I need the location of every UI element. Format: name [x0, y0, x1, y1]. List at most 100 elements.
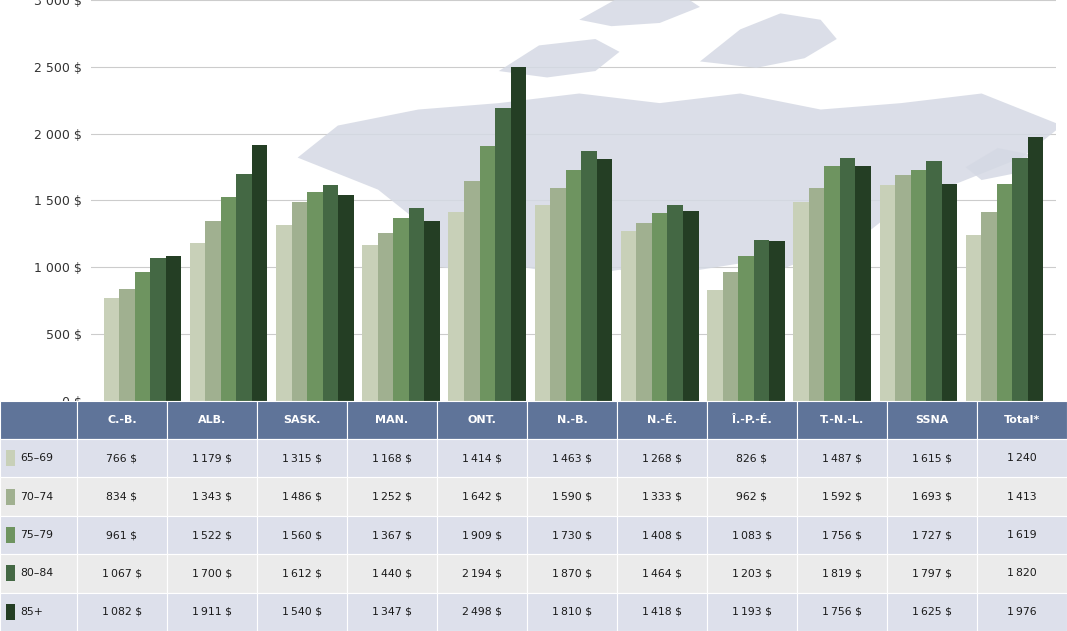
Text: N.-É.: N.-É. [647, 415, 676, 425]
Text: 65–69: 65–69 [20, 453, 53, 463]
Bar [1013, 158, 1028, 401]
Bar [479, 146, 495, 401]
Text: C.-B.: C.-B. [107, 415, 137, 425]
Polygon shape [498, 39, 620, 78]
Text: MAN.: MAN. [376, 415, 409, 425]
Text: Total*: Total* [1004, 415, 1040, 425]
Text: 1 820: 1 820 [1007, 569, 1037, 579]
Bar [668, 205, 683, 401]
Text: 1 756 $: 1 756 $ [822, 607, 862, 617]
Bar [621, 232, 636, 401]
Text: 1 540 $: 1 540 $ [282, 607, 322, 617]
Text: 1 625 $: 1 625 $ [912, 607, 952, 617]
Text: 1 413: 1 413 [1007, 492, 1037, 502]
Text: Î.-P.-É.: Î.-P.-É. [732, 415, 771, 425]
Text: 1 463 $: 1 463 $ [552, 453, 592, 463]
Text: 1 168 $: 1 168 $ [372, 453, 412, 463]
Text: 1 333 $: 1 333 $ [642, 492, 682, 502]
Polygon shape [298, 93, 1062, 276]
Text: 1 615 $: 1 615 $ [912, 453, 952, 463]
Bar [942, 184, 957, 401]
Text: T.-N.-L.: T.-N.-L. [819, 415, 864, 425]
Bar [997, 184, 1013, 401]
Bar [205, 221, 221, 401]
Bar [753, 240, 769, 401]
Text: ONT.: ONT. [467, 415, 496, 425]
Bar [895, 175, 910, 401]
Text: 1 976: 1 976 [1007, 607, 1037, 617]
Text: 1 083 $: 1 083 $ [732, 530, 773, 540]
Bar [596, 159, 612, 401]
Text: 1 179 $: 1 179 $ [192, 453, 232, 463]
Text: 80–84: 80–84 [20, 569, 53, 579]
Text: 1 067 $: 1 067 $ [101, 569, 142, 579]
Bar [636, 223, 652, 401]
Text: 85+: 85+ [20, 607, 43, 617]
Bar [535, 205, 551, 401]
Bar [809, 188, 825, 401]
Text: 1 408 $: 1 408 $ [642, 530, 682, 540]
Text: 1 487 $: 1 487 $ [822, 453, 862, 463]
Text: SASK.: SASK. [283, 415, 320, 425]
Text: 1 082 $: 1 082 $ [101, 607, 142, 617]
Text: 1 797 $: 1 797 $ [912, 569, 952, 579]
Text: 1 522 $: 1 522 $ [192, 530, 232, 540]
Text: 766 $: 766 $ [107, 453, 138, 463]
Bar [276, 225, 291, 401]
Bar [252, 146, 268, 401]
Text: 1 347 $: 1 347 $ [372, 607, 412, 617]
Text: 962 $: 962 $ [736, 492, 767, 502]
Bar [221, 198, 237, 401]
Bar [103, 298, 120, 401]
Text: 1 343 $: 1 343 $ [192, 492, 232, 502]
Bar [769, 241, 784, 401]
Text: 1 590 $: 1 590 $ [552, 492, 592, 502]
Text: 826 $: 826 $ [736, 453, 767, 463]
Bar [825, 166, 840, 401]
Text: SSNA: SSNA [915, 415, 949, 425]
Text: 1 870 $: 1 870 $ [552, 569, 592, 579]
Text: 1 240: 1 240 [1007, 453, 1037, 463]
Text: 1 560 $: 1 560 $ [282, 530, 322, 540]
Bar [378, 233, 394, 401]
Text: 961 $: 961 $ [107, 530, 138, 540]
Bar [738, 256, 753, 401]
Text: 1 592 $: 1 592 $ [822, 492, 862, 502]
Bar [165, 256, 181, 401]
Bar [926, 161, 942, 401]
Bar [150, 258, 165, 401]
Text: 1 612 $: 1 612 $ [282, 569, 322, 579]
Bar [120, 289, 134, 401]
Polygon shape [966, 148, 1030, 180]
Text: 1 693 $: 1 693 $ [912, 492, 952, 502]
Bar [425, 221, 440, 401]
Text: 1 727 $: 1 727 $ [912, 530, 952, 540]
Bar [511, 67, 526, 401]
Text: 1 911 $: 1 911 $ [192, 607, 232, 617]
Text: 834 $: 834 $ [107, 492, 138, 502]
Bar [322, 186, 338, 401]
Text: 1 268 $: 1 268 $ [642, 453, 682, 463]
Text: 1 193 $: 1 193 $ [732, 607, 771, 617]
Bar [495, 108, 511, 401]
Text: 1 642 $: 1 642 $ [462, 492, 501, 502]
Bar [722, 272, 738, 401]
Bar [794, 202, 809, 401]
Bar [307, 192, 322, 401]
Bar [910, 170, 926, 401]
Bar [237, 174, 252, 401]
Text: 1 367 $: 1 367 $ [372, 530, 412, 540]
Bar [363, 245, 378, 401]
Text: 1 756 $: 1 756 $ [822, 530, 862, 540]
Bar [966, 235, 982, 401]
Bar [707, 290, 722, 401]
Bar [448, 212, 464, 401]
Polygon shape [579, 0, 700, 26]
Bar [1028, 137, 1044, 401]
Bar [409, 208, 425, 401]
Bar [394, 218, 409, 401]
Text: 1 252 $: 1 252 $ [372, 492, 412, 502]
Text: 1 730 $: 1 730 $ [552, 530, 592, 540]
Text: 1 203 $: 1 203 $ [732, 569, 773, 579]
Text: 1 315 $: 1 315 $ [282, 453, 322, 463]
